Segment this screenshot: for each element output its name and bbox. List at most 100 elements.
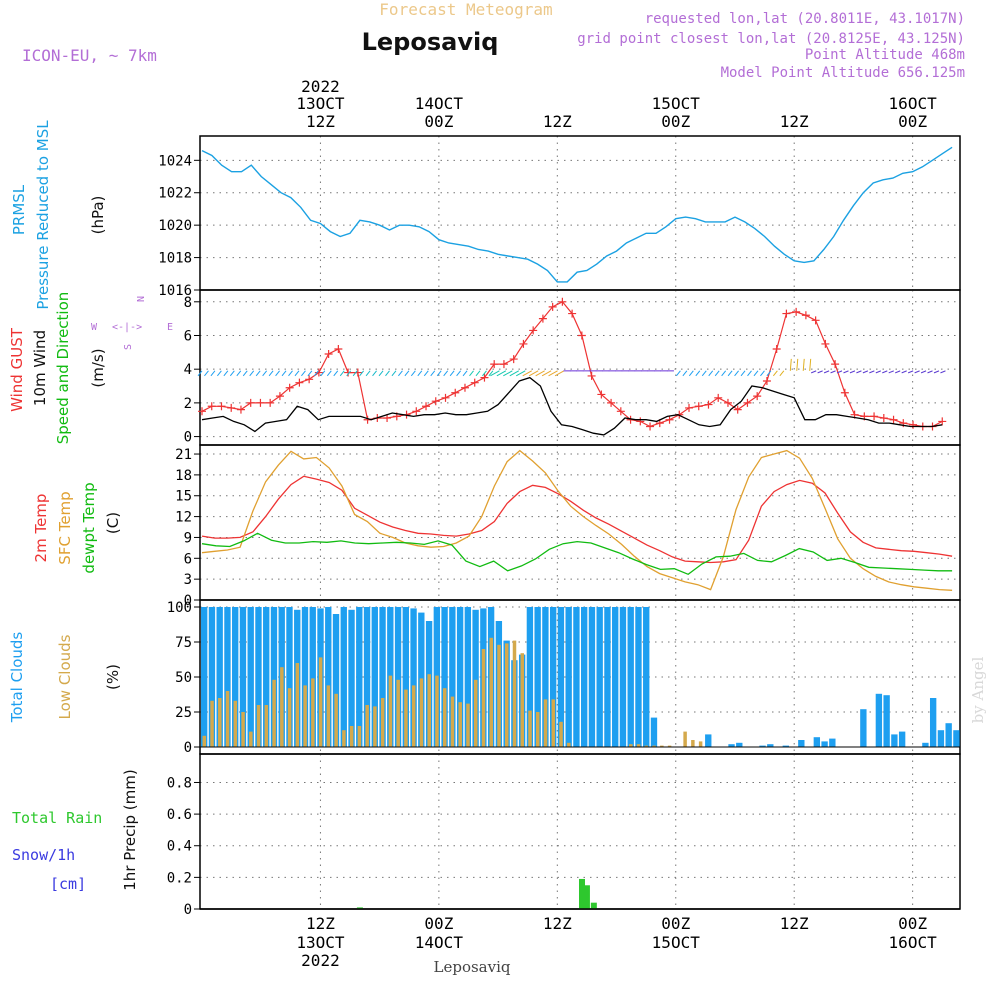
wind-direction-arrow bbox=[809, 358, 812, 371]
wind-direction-arrow bbox=[882, 370, 888, 374]
wind-gust-marker bbox=[568, 309, 577, 318]
wind-direction-arrow bbox=[509, 370, 520, 377]
total-cloud-bar bbox=[650, 717, 658, 747]
wind-direction-arrow bbox=[535, 370, 545, 377]
pressure-labels: PRMSL Pressure Reduced to MSL (hPa) bbox=[10, 120, 107, 310]
wind-gust-marker bbox=[587, 371, 596, 380]
wind-direction-arrow bbox=[352, 370, 358, 377]
wind-gust-marker bbox=[490, 360, 499, 369]
low-cloud-bar bbox=[287, 688, 292, 747]
total-cloud-bar bbox=[557, 607, 565, 747]
total-cloud-bar bbox=[410, 608, 417, 747]
y-tick-label: 0 bbox=[184, 430, 192, 446]
total-cloud-bar bbox=[891, 734, 898, 747]
wind-direction-arrow bbox=[789, 358, 792, 371]
wind-direction-arrow bbox=[920, 370, 927, 374]
wind-direction-arrow bbox=[462, 370, 468, 377]
wind-direction-arrow bbox=[449, 370, 455, 377]
total-cloud-bar bbox=[309, 607, 316, 747]
wind-gust-marker bbox=[529, 326, 538, 335]
time-label-date: 14OCT bbox=[415, 933, 464, 952]
total-cloud-bar bbox=[542, 607, 549, 747]
wind-gust-marker bbox=[431, 397, 440, 406]
total-cloud-bar bbox=[565, 607, 572, 747]
total-cloud-bar bbox=[472, 609, 479, 747]
wind-direction-arrow bbox=[753, 370, 759, 377]
total-cloud-bar bbox=[549, 607, 557, 747]
y-tick-label: 0.8 bbox=[167, 775, 192, 791]
total-cloud-bar bbox=[356, 607, 363, 747]
y-tick-label: 6 bbox=[184, 551, 192, 567]
wind-gust-marker bbox=[344, 368, 353, 377]
total-cloud-bar bbox=[325, 607, 332, 747]
wind-direction-arrow bbox=[333, 370, 339, 377]
low-cloud-bar bbox=[458, 702, 462, 747]
time-label-date: 16OCT bbox=[889, 94, 938, 113]
low-cloud-bar bbox=[536, 712, 540, 747]
wind-direction-arrow bbox=[810, 370, 817, 374]
wind-direction-arrow bbox=[482, 370, 487, 377]
wind-gust-marker bbox=[694, 402, 703, 411]
total-cloud-bar bbox=[449, 607, 456, 747]
wind-direction-arrow bbox=[843, 370, 849, 374]
low-cloud-bar bbox=[660, 745, 664, 747]
total-cloud-bar bbox=[635, 607, 642, 747]
wind-gust-marker bbox=[441, 393, 450, 402]
wind-direction-arrow bbox=[708, 370, 714, 377]
wind-gust-marker bbox=[811, 316, 820, 325]
wind-gust-marker bbox=[821, 339, 830, 348]
wind-direction-arrow bbox=[862, 370, 869, 374]
total-cloud-bar bbox=[286, 607, 293, 747]
wind-direction-arrow bbox=[430, 370, 436, 377]
location-title: Leposaviq bbox=[362, 28, 499, 56]
temp-labels: 2m Temp SFC Temp dewpt Temp (C) bbox=[32, 482, 122, 573]
y-tick-label: 0.2 bbox=[167, 870, 192, 886]
wind-gust-marker bbox=[207, 402, 216, 411]
total-cloud-bar bbox=[596, 607, 603, 747]
low-cloud-bar bbox=[528, 710, 532, 747]
compass-arrows: <-|-> bbox=[112, 322, 142, 333]
wind-gust-marker bbox=[792, 307, 801, 316]
temp-sfc-line bbox=[201, 449, 953, 591]
wind-gust-marker bbox=[840, 388, 849, 397]
wind-direction-arrow bbox=[204, 370, 209, 377]
total-cloud-bar bbox=[201, 607, 208, 747]
wind-gust-marker bbox=[314, 368, 323, 377]
total-cloud-bar bbox=[782, 745, 789, 747]
wind-direction-arrow bbox=[307, 370, 313, 377]
wind-direction-arrow bbox=[339, 370, 345, 377]
pressure-label-long: Pressure Reduced to MSL bbox=[34, 120, 52, 310]
wind-gust-marker bbox=[733, 405, 742, 414]
y-tick-label: 0 bbox=[184, 902, 192, 918]
low-cloud-bar bbox=[365, 705, 369, 747]
low-cloud-bar bbox=[349, 726, 354, 747]
total-cloud-bar bbox=[402, 607, 409, 747]
total-cloud-bar bbox=[813, 737, 821, 747]
wind-direction-arrow bbox=[695, 370, 701, 377]
wind-direction-arrow bbox=[320, 370, 326, 377]
low-cloud-bar bbox=[318, 657, 323, 747]
wind-direction-arrow bbox=[528, 370, 539, 377]
total-cloud-bar bbox=[394, 607, 402, 747]
wind-gust-marker bbox=[305, 375, 314, 384]
wind-direction-arrow bbox=[895, 370, 901, 374]
total-cloud-bar bbox=[860, 709, 867, 747]
wind-direction-arrow bbox=[223, 370, 229, 377]
wind-direction-arrow bbox=[676, 370, 681, 377]
time-label-hour: 00Z bbox=[424, 914, 453, 933]
wind-direction-arrow bbox=[836, 370, 843, 374]
wind-direction-arrow bbox=[849, 370, 856, 374]
low-cloud-bar bbox=[442, 688, 447, 747]
wind-direction-arrow bbox=[346, 370, 352, 377]
plot-layer bbox=[197, 146, 960, 910]
wind-gust-marker bbox=[198, 407, 206, 416]
time-label-date: 15OCT bbox=[652, 933, 701, 952]
wind-gust-marker bbox=[295, 378, 304, 387]
wind-direction-arrow bbox=[242, 370, 248, 377]
wind-gust-marker bbox=[685, 403, 694, 412]
total-cloud-bar bbox=[829, 738, 836, 747]
cloud-labels: Total Clouds Low Clouds (%) bbox=[8, 632, 122, 724]
wind-gust-marker bbox=[275, 392, 284, 401]
wind-gust-marker bbox=[538, 314, 547, 323]
watermark: by Angel bbox=[969, 656, 987, 723]
